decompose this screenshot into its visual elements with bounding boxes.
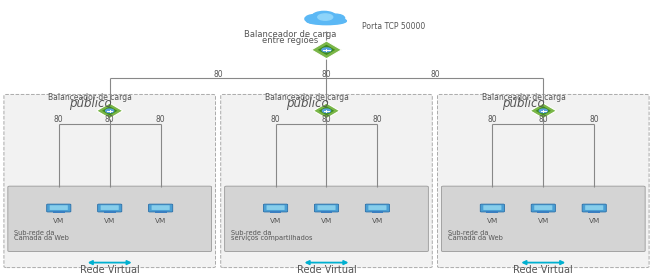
FancyBboxPatch shape — [365, 204, 389, 212]
Polygon shape — [311, 41, 342, 59]
FancyBboxPatch shape — [8, 186, 212, 252]
Text: 80: 80 — [590, 115, 599, 124]
Text: VM: VM — [588, 218, 600, 224]
Text: 80: 80 — [105, 115, 114, 124]
FancyBboxPatch shape — [372, 211, 383, 213]
FancyBboxPatch shape — [438, 94, 649, 268]
FancyBboxPatch shape — [153, 213, 168, 214]
FancyBboxPatch shape — [221, 94, 432, 268]
FancyBboxPatch shape — [368, 205, 387, 210]
FancyBboxPatch shape — [534, 205, 552, 210]
FancyBboxPatch shape — [486, 211, 498, 213]
FancyBboxPatch shape — [225, 186, 428, 252]
Text: Camada da Web: Camada da Web — [14, 235, 69, 241]
Text: VM: VM — [155, 218, 167, 224]
FancyBboxPatch shape — [441, 186, 645, 252]
FancyBboxPatch shape — [98, 204, 121, 212]
Text: Balanceador de carga: Balanceador de carga — [265, 93, 349, 102]
FancyBboxPatch shape — [370, 213, 385, 214]
FancyBboxPatch shape — [537, 211, 549, 213]
Text: VM: VM — [321, 218, 332, 224]
FancyBboxPatch shape — [588, 211, 600, 213]
Text: 80: 80 — [488, 115, 497, 124]
Text: Sub-rede da: Sub-rede da — [14, 230, 55, 236]
Text: 80: 80 — [214, 70, 223, 79]
FancyBboxPatch shape — [148, 204, 172, 212]
Text: 80: 80 — [430, 70, 439, 79]
Ellipse shape — [307, 17, 346, 25]
Text: 80: 80 — [373, 115, 382, 124]
FancyBboxPatch shape — [51, 213, 67, 214]
Text: 80: 80 — [54, 115, 63, 124]
FancyBboxPatch shape — [263, 204, 287, 212]
Polygon shape — [102, 106, 118, 115]
Text: Balanceador de carga: Balanceador de carga — [48, 93, 132, 102]
FancyBboxPatch shape — [314, 204, 338, 212]
FancyBboxPatch shape — [531, 204, 555, 212]
Polygon shape — [313, 103, 340, 119]
Text: serviços compartilhados: serviços compartilhados — [231, 235, 313, 241]
Text: VM: VM — [270, 218, 281, 224]
Circle shape — [318, 14, 332, 20]
FancyBboxPatch shape — [319, 213, 334, 214]
Text: VM: VM — [372, 218, 383, 224]
Circle shape — [539, 109, 547, 112]
Text: 80: 80 — [156, 115, 165, 124]
FancyBboxPatch shape — [53, 211, 65, 213]
Text: Sub-rede da: Sub-rede da — [448, 230, 488, 236]
Circle shape — [305, 14, 326, 23]
Text: Rede Virtual: Rede Virtual — [513, 265, 573, 275]
Circle shape — [312, 11, 336, 22]
Text: 80: 80 — [322, 70, 331, 79]
FancyBboxPatch shape — [266, 205, 285, 210]
FancyBboxPatch shape — [317, 205, 336, 210]
FancyBboxPatch shape — [270, 211, 281, 213]
Text: 80: 80 — [271, 115, 280, 124]
Circle shape — [323, 109, 330, 112]
FancyBboxPatch shape — [535, 213, 551, 214]
FancyBboxPatch shape — [585, 205, 603, 210]
Text: VM: VM — [486, 218, 498, 224]
Text: VM: VM — [53, 218, 65, 224]
Text: público: público — [502, 97, 545, 109]
FancyBboxPatch shape — [483, 205, 502, 210]
Text: Camada da Web: Camada da Web — [448, 235, 503, 241]
FancyBboxPatch shape — [485, 213, 500, 214]
Circle shape — [326, 14, 345, 22]
FancyBboxPatch shape — [101, 205, 119, 210]
Circle shape — [106, 109, 114, 112]
Text: 80: 80 — [322, 115, 331, 124]
Text: Balanceador de carga: Balanceador de carga — [244, 30, 337, 39]
Text: Sub-rede da: Sub-rede da — [231, 230, 272, 236]
Text: 80: 80 — [539, 115, 548, 124]
Text: Porta TCP 50000: Porta TCP 50000 — [362, 22, 426, 31]
FancyBboxPatch shape — [321, 211, 332, 213]
Polygon shape — [535, 106, 551, 115]
FancyBboxPatch shape — [480, 204, 504, 212]
Text: VM: VM — [104, 218, 116, 224]
Polygon shape — [530, 103, 556, 119]
Text: entre regiões: entre regiões — [263, 36, 319, 45]
FancyBboxPatch shape — [102, 213, 118, 214]
Circle shape — [322, 48, 331, 52]
Polygon shape — [318, 45, 335, 55]
Text: Balanceador de carga: Balanceador de carga — [482, 93, 565, 102]
FancyBboxPatch shape — [47, 204, 71, 212]
Polygon shape — [319, 106, 334, 115]
Text: VM: VM — [537, 218, 549, 224]
FancyBboxPatch shape — [4, 94, 215, 268]
Text: público: público — [69, 97, 112, 109]
FancyBboxPatch shape — [268, 213, 283, 214]
Text: público: público — [285, 97, 328, 109]
Text: Rede Virtual: Rede Virtual — [80, 265, 140, 275]
FancyBboxPatch shape — [155, 211, 167, 213]
Polygon shape — [97, 103, 123, 119]
FancyBboxPatch shape — [104, 211, 116, 213]
FancyBboxPatch shape — [151, 205, 170, 210]
Text: Rede Virtual: Rede Virtual — [296, 265, 357, 275]
FancyBboxPatch shape — [50, 205, 68, 210]
FancyBboxPatch shape — [582, 204, 606, 212]
FancyBboxPatch shape — [586, 213, 602, 214]
